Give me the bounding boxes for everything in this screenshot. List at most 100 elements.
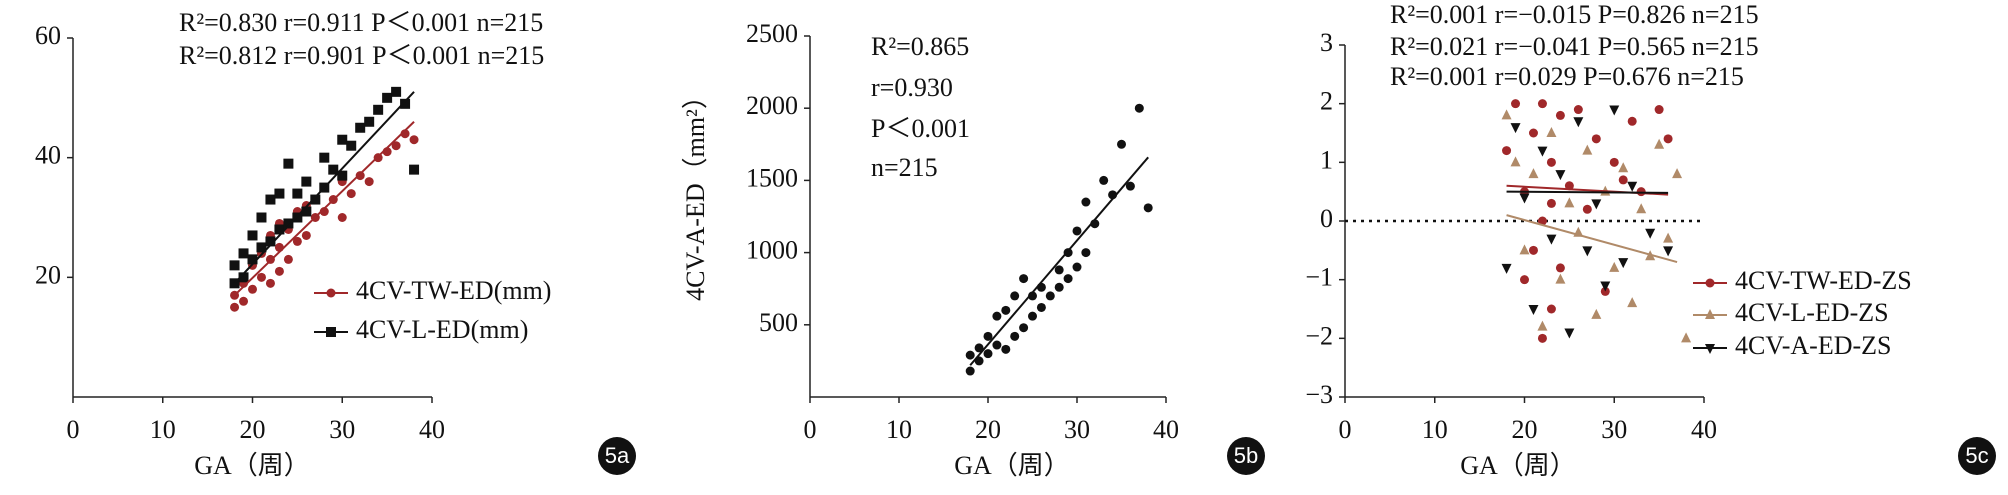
- data-point: [1519, 193, 1530, 204]
- data-point: [1099, 175, 1109, 185]
- x-tick-label: 0: [67, 415, 80, 444]
- fit-line: [969, 156, 1149, 366]
- data-point: [1537, 146, 1548, 157]
- legend-label: 4CV-L-ED-ZS: [1735, 298, 1889, 327]
- data-point: [1528, 245, 1538, 255]
- data-point: [1672, 168, 1683, 179]
- data-point: [1081, 197, 1091, 207]
- y-tick-label: 20: [35, 260, 61, 289]
- fit-line: [233, 91, 415, 285]
- data-point: [1582, 144, 1593, 155]
- data-point: [1600, 281, 1611, 292]
- legend-label: 4CV-TW-ED-ZS: [1735, 266, 1912, 295]
- x-tick-label: 0: [1339, 415, 1352, 444]
- data-point: [1546, 127, 1557, 137]
- data-point: [1582, 204, 1592, 214]
- x-tick-label: 40: [1691, 415, 1717, 444]
- badge-label: 5b: [1234, 443, 1258, 468]
- data-point: [400, 98, 411, 109]
- data-point: [1546, 304, 1556, 314]
- data-point: [1618, 162, 1629, 173]
- data-point: [346, 189, 356, 199]
- annotation: n=215: [871, 153, 938, 182]
- data-point: [382, 92, 393, 103]
- x-axis-label: GA（周）: [1460, 451, 1576, 480]
- data-point: [1072, 226, 1082, 236]
- legend-marker: [326, 327, 336, 337]
- data-point: [1591, 308, 1602, 319]
- annotation: P＜0.001: [871, 114, 970, 143]
- badge-label: 5c: [1965, 443, 1988, 468]
- badge-circle: [1227, 437, 1265, 475]
- data-point: [283, 254, 293, 264]
- y-tick-label: 0: [1320, 204, 1333, 233]
- y-tick-label: 1500: [746, 163, 798, 192]
- data-point: [1654, 138, 1665, 149]
- data-point: [319, 207, 329, 217]
- data-point: [1591, 199, 1602, 210]
- legend-marker: [326, 288, 336, 298]
- x-tick-label: 0: [804, 415, 817, 444]
- data-point: [1528, 168, 1539, 179]
- data-point: [247, 230, 258, 241]
- x-tick-label: 40: [419, 415, 445, 444]
- data-point: [1537, 99, 1547, 109]
- data-point: [1537, 320, 1548, 331]
- data-point: [283, 158, 294, 169]
- y-tick-label: 1000: [746, 236, 798, 265]
- data-point: [265, 236, 276, 247]
- data-point: [1573, 117, 1584, 128]
- data-point: [248, 284, 257, 294]
- data-point: [1063, 274, 1073, 284]
- data-point: [1054, 265, 1064, 275]
- data-point: [292, 188, 303, 199]
- data-point: [337, 213, 347, 222]
- y-axis-label: 4CV-A-ED（mm²）: [681, 83, 710, 301]
- data-point: [1627, 116, 1637, 126]
- data-point: [1134, 103, 1144, 113]
- data-point: [1627, 297, 1638, 308]
- data-point: [373, 104, 384, 115]
- data-point: [1501, 109, 1512, 120]
- data-point: [1663, 246, 1674, 257]
- legend-marker: [1705, 309, 1715, 319]
- y-tick-label: 2500: [746, 19, 798, 48]
- data-point: [1010, 331, 1020, 341]
- data-point: [1546, 198, 1556, 208]
- data-point: [229, 260, 240, 271]
- data-point: [974, 343, 984, 353]
- legend-label: 4CV-L-ED(mm): [356, 315, 528, 344]
- data-point: [391, 141, 401, 151]
- data-point: [337, 134, 348, 145]
- data-point: [256, 212, 267, 223]
- y-tick-label: 60: [35, 21, 61, 50]
- data-point: [992, 311, 1002, 321]
- data-point: [1573, 105, 1583, 115]
- data-point: [1537, 333, 1547, 343]
- data-point: [1645, 228, 1656, 239]
- data-point: [1618, 175, 1628, 185]
- data-point: [1501, 263, 1512, 274]
- data-point: [337, 170, 348, 181]
- data-point: [1125, 181, 1135, 191]
- data-point: [1555, 273, 1566, 284]
- data-point: [1081, 248, 1091, 258]
- data-point: [1019, 274, 1029, 284]
- y-tick-label: −2: [1305, 321, 1333, 350]
- annotation: R²=0.812 r=0.901 P＜0.001 n=215: [179, 41, 544, 70]
- data-point: [1609, 157, 1619, 167]
- y-tick-label: −1: [1305, 263, 1333, 292]
- data-point: [346, 140, 357, 151]
- data-point: [1143, 203, 1153, 213]
- data-point: [1519, 244, 1530, 255]
- data-point: [301, 206, 312, 217]
- data-point: [238, 248, 249, 259]
- data-point: [1582, 246, 1593, 257]
- x-tick-label: 10: [886, 415, 912, 444]
- data-point: [409, 135, 419, 145]
- x-tick-label: 20: [975, 415, 1001, 444]
- data-point: [1555, 170, 1566, 181]
- data-point: [1528, 305, 1539, 315]
- data-point: [1654, 105, 1664, 115]
- data-point: [1663, 134, 1673, 144]
